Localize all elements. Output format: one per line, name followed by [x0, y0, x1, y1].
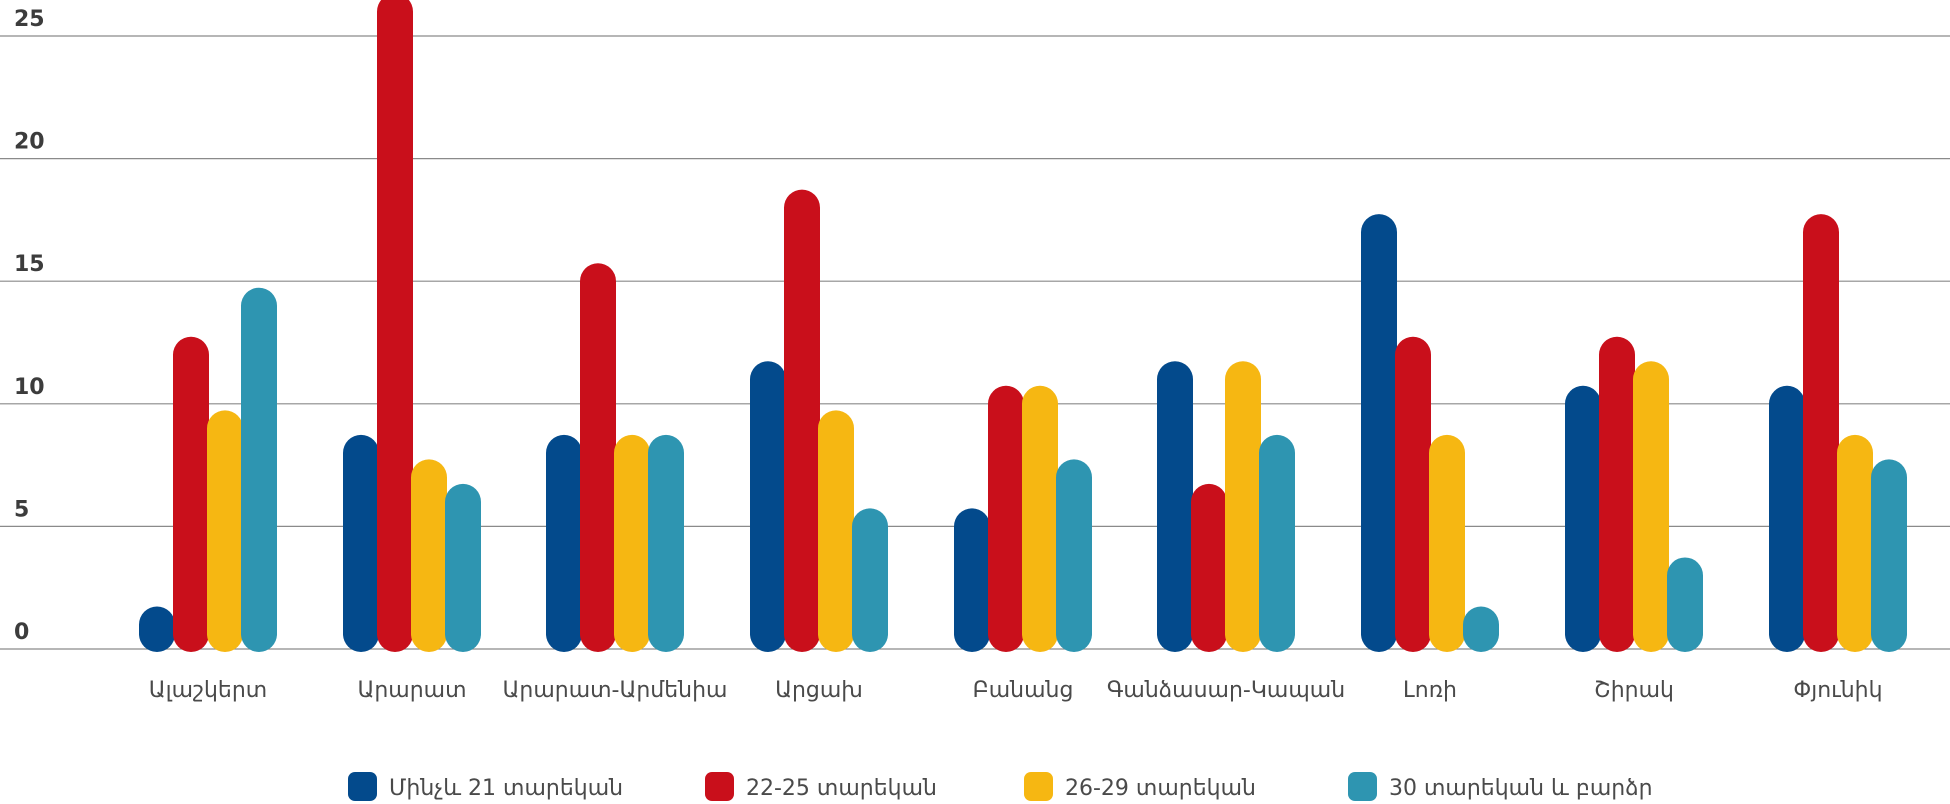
x-axis-categories: Ալաշկերտ Արարատ Արարատ-Արմենիա Արցախ Բանանց Գ…	[149, 678, 1883, 703]
bar-4	[241, 287, 277, 652]
bar-2	[784, 189, 820, 652]
y-tick-label: 25	[14, 7, 45, 32]
bar-4	[648, 434, 684, 652]
legend: Մինչև 21 տարեկան 22-25 տարեկան 26-29 տարեկ…	[348, 772, 1653, 801]
legend-item: 22-25 տարեկան	[705, 772, 937, 801]
legend-label: 22-25 տարեկան	[746, 776, 937, 801]
bar-3	[1225, 361, 1261, 652]
x-category-label: Բանանց	[973, 678, 1074, 703]
legend-label: Մինչև 21 տարեկան	[389, 776, 623, 801]
bar-4	[1463, 606, 1499, 652]
bar-1	[1157, 361, 1193, 652]
y-tick-label: 0	[14, 620, 29, 645]
bar-2	[1191, 483, 1227, 652]
bar-4	[445, 483, 481, 652]
legend-swatch	[1024, 772, 1053, 801]
x-category-label: Գանձասար-Կապան	[1107, 678, 1345, 703]
bar-2	[988, 385, 1024, 652]
bar-4	[1871, 459, 1907, 652]
bar-2	[1395, 336, 1431, 652]
bar-4	[1056, 459, 1092, 652]
bar-1	[1361, 214, 1397, 652]
x-category-label: Ալաշկերտ	[149, 678, 267, 703]
bar-3	[411, 459, 447, 652]
bar-1	[954, 508, 990, 652]
bar-4	[852, 508, 888, 652]
y-axis-ticks: 0 5 10 15 20 25	[14, 7, 45, 645]
bar-3	[1429, 434, 1465, 652]
bar-2	[580, 263, 616, 652]
legend-item: Մինչև 21 տարեկան	[348, 772, 623, 801]
bar-2	[1803, 214, 1839, 652]
y-tick-label: 15	[14, 252, 45, 277]
bar-2	[377, 0, 413, 652]
bar-1	[750, 361, 786, 652]
legend-swatch	[348, 772, 377, 801]
x-category-label: Փյունիկ	[1793, 678, 1882, 703]
bar-3	[1633, 361, 1669, 652]
bar-4	[1259, 434, 1295, 652]
legend-swatch	[705, 772, 734, 801]
bar-1	[546, 434, 582, 652]
x-category-label: Արարատ-Արմենիա	[503, 678, 728, 703]
y-tick-label: 5	[14, 497, 29, 522]
bar-3	[818, 410, 854, 652]
legend-label: 26-29 տարեկան	[1065, 776, 1256, 801]
bar-1	[1769, 385, 1805, 652]
bar-1	[139, 606, 175, 652]
bar-1	[343, 434, 379, 652]
bar-2	[173, 336, 209, 652]
legend-label: 30 տարեկան և բարձր	[1389, 776, 1653, 801]
x-category-label: Արարատ	[357, 678, 466, 703]
bar-3	[207, 410, 243, 652]
y-tick-label: 10	[14, 375, 45, 400]
bar-3	[1022, 385, 1058, 652]
x-category-label: Արցախ	[775, 678, 863, 703]
legend-swatch	[1348, 772, 1377, 801]
bars	[139, 0, 1907, 652]
bar-3	[614, 434, 650, 652]
bar-2	[1599, 336, 1635, 652]
bar-1	[1565, 385, 1601, 652]
bar-4	[1667, 557, 1703, 652]
x-category-label: Շիրակ	[1594, 678, 1674, 703]
legend-item: 26-29 տարեկան	[1024, 772, 1256, 801]
x-category-label: Լոռի	[1403, 678, 1457, 703]
bar-3	[1837, 434, 1873, 652]
y-tick-label: 20	[14, 130, 45, 155]
legend-item: 30 տարեկան և բարձր	[1348, 772, 1653, 801]
